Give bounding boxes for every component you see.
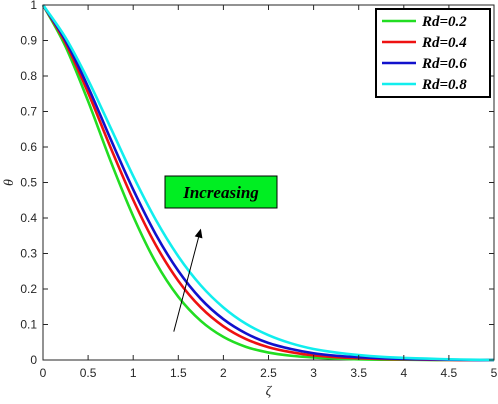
y-tick-label: 0.4 xyxy=(20,211,37,225)
annotation-arrow xyxy=(173,237,200,332)
annotation-arrowhead xyxy=(194,228,203,239)
y-tick-label: 0.3 xyxy=(20,247,37,261)
x-tick-label: 4.5 xyxy=(441,366,458,380)
y-tick-label: 0.1 xyxy=(20,318,37,332)
y-tick-label: 0.9 xyxy=(20,34,37,48)
legend-items: Rd=0.2 Rd=0.4 Rd=0.6 Rd=0.8 xyxy=(382,14,467,93)
legend-label-4: Rd=0.8 xyxy=(421,77,467,93)
x-tick-label: 3.5 xyxy=(350,366,367,380)
increasing-annotation: Increasing xyxy=(164,175,278,332)
y-tick-label: 0.2 xyxy=(20,282,37,296)
legend-label-1: Rd=0.2 xyxy=(421,14,467,30)
y-tick-label: 0.6 xyxy=(20,140,37,154)
legend-box xyxy=(375,8,491,98)
ticks-layer: 0 0.5 1 1.5 2 2.5 3 3.5 4 4.5 5 0 0.1 0.2 0.3 0.4 0.5 0.6… xyxy=(20,0,497,380)
legend-label-3: Rd=0.6 xyxy=(421,56,467,72)
x-tick-label: 2 xyxy=(220,366,227,380)
x-axis-label: ζ xyxy=(266,384,273,399)
x-tick-label: 2.5 xyxy=(260,366,277,380)
y-tick-label: 0.8 xyxy=(20,69,37,83)
x-tick-label: 1 xyxy=(130,366,137,380)
x-tick-label: 5 xyxy=(491,366,498,380)
y-tick-label: 0.5 xyxy=(20,176,37,190)
y-tick-label: 0 xyxy=(30,353,37,367)
x-tick-label: 0.5 xyxy=(80,366,97,380)
x-tick-label: 1.5 xyxy=(170,366,187,380)
legend: Rd=0.2 Rd=0.4 Rd=0.6 Rd=0.8 xyxy=(375,8,491,98)
x-tick-label: 4 xyxy=(400,366,407,380)
y-axis-label: θ xyxy=(2,179,17,186)
y-tick-label: 0.7 xyxy=(20,105,37,119)
annotation-box xyxy=(164,175,278,209)
x-tick-label: 0 xyxy=(40,366,47,380)
legend-label-2: Rd=0.4 xyxy=(421,35,467,51)
x-tick-label: 3 xyxy=(310,366,317,380)
series-layer xyxy=(41,4,495,362)
annotation-text: Increasing xyxy=(182,183,259,202)
y-tick-label: 1 xyxy=(30,0,37,12)
series-line-4 xyxy=(41,4,495,362)
